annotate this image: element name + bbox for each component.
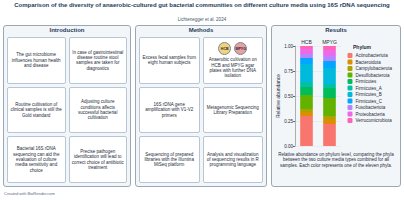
html-text:Bacterial 16S rDNA sequencing: Bacterial 16S rDNA sequencing can aid th… — [13, 146, 60, 173]
svg-text:Proteobacteria: Proteobacteria — [355, 112, 385, 117]
html-text:Analysis and visualization of: Analysis and visualization of sequencing… — [206, 151, 259, 168]
html-text:Results: Results — [325, 27, 347, 33]
svg-text:Desulfobacterota: Desulfobacterota — [355, 73, 390, 78]
html-text:Lichtenegger et al. 2024: Lichtenegger et al. 2024 — [177, 17, 227, 22]
html-text:Methods: Methods — [188, 27, 214, 33]
svg-text:Relative abundance: Relative abundance — [275, 74, 281, 118]
svg-text:Firmicutes_B: Firmicutes_B — [355, 92, 381, 97]
html-text:Precise pathogen identificatio: Precise pathogen identification will lea… — [71, 149, 124, 170]
svg-text:Campylobacterota: Campylobacterota — [355, 66, 392, 71]
svg-text:Phylum: Phylum — [353, 44, 372, 50]
html-text:Metagenomic Sequencing Library: Metagenomic Sequencing Library Preparati… — [206, 104, 259, 115]
html-text:Routine cultivation of clinica: Routine cultivation of clinical samples … — [10, 102, 62, 118]
html-text:MPYG: MPYG — [235, 46, 246, 51]
svg-text:Fusobacteriota: Fusobacteriota — [355, 105, 385, 110]
html-text:Excess fecal samples from eigh: Excess fecal samples from eight human su… — [142, 55, 196, 66]
html-text:Comparison of the diversity of: Comparison of the diversity of anaerobic… — [14, 2, 390, 8]
svg-text:0.00: 0.00 — [284, 144, 293, 149]
html-text:The gut microbiome influences: The gut microbiome influences human heal… — [11, 52, 61, 68]
html-text:Sequencing of prepared librari: Sequencing of prepared libraries with th… — [144, 151, 194, 168]
svg-text:Firmicutes_A: Firmicutes_A — [355, 86, 381, 91]
html-text:Adjusting culture conditions a: Adjusting culture conditions affects suc… — [78, 99, 118, 121]
html-text:HCB: HCB — [220, 46, 229, 51]
svg-text:Verrucomicrobiota: Verrucomicrobiota — [355, 118, 392, 123]
svg-text:0.25: 0.25 — [284, 119, 293, 124]
html-text:Created with BioRender.com: Created with BioRender.com — [4, 191, 55, 196]
svg-text:Bacteroidota: Bacteroidota — [355, 60, 381, 65]
html-text:Introduction: Introduction — [49, 27, 85, 33]
svg-text:Actinobacteriota: Actinobacteriota — [355, 53, 388, 58]
svg-text:Firmicutes: Firmicutes — [355, 79, 377, 84]
svg-text:HCB: HCB — [301, 39, 312, 45]
html-text:Anaerobic cultivation on HCB a: Anaerobic cultivation on HCB and MPYG ag… — [208, 57, 257, 79]
svg-text:0.75: 0.75 — [284, 69, 293, 74]
svg-text:MPYG: MPYG — [322, 39, 337, 45]
html-text:In case of gastrointestinal di: In case of gastrointestinal disease rout… — [72, 49, 124, 71]
html-text:16S rDNA gene amplification wi: 16S rDNA gene amplification with V1-V2 p… — [145, 102, 194, 118]
svg-text:Firmicutes_C: Firmicutes_C — [355, 99, 382, 104]
svg-text:0.50: 0.50 — [284, 94, 293, 99]
html-text:Relative abundance on phylum l: Relative abundance on phylum level, comp… — [278, 152, 394, 168]
svg-text:1.00: 1.00 — [284, 44, 293, 49]
